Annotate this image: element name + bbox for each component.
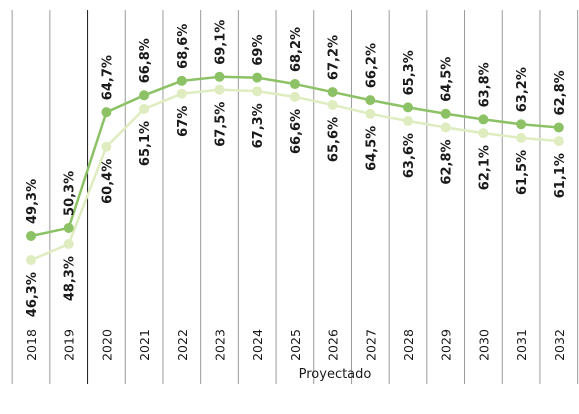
projected-label: Proyectado [299, 367, 372, 382]
data-point [403, 102, 413, 113]
data-label: 64,7% [100, 55, 115, 100]
data-label: 69,1% [214, 20, 229, 65]
data-point [139, 103, 150, 114]
data-label: 67% [176, 106, 191, 137]
data-point [252, 72, 263, 83]
data-point [289, 91, 300, 102]
x-tick-label: 2026 [326, 329, 341, 361]
data-label: 48,3% [63, 256, 78, 301]
data-label: 63,2% [515, 67, 530, 112]
data-point [252, 86, 263, 97]
data-label: 62,8% [553, 70, 568, 115]
data-label: 49,3% [25, 179, 40, 224]
x-tick-label: 2028 [401, 329, 416, 361]
data-point [365, 108, 376, 119]
data-label: 67,3% [251, 103, 266, 148]
data-point [327, 99, 338, 110]
data-point [553, 122, 564, 133]
data-label: 66,8% [138, 38, 153, 83]
data-point [440, 108, 451, 119]
data-point [214, 71, 225, 82]
x-tick-label: 2032 [552, 329, 567, 361]
data-point [63, 222, 74, 233]
x-tick-label: 2019 [62, 329, 77, 361]
x-tick-labels: 2018 2019 2020 2021 2022 2023 2024 2025 2026 2027… [24, 329, 567, 361]
data-label: 65,1% [138, 121, 153, 166]
data-label: 63,8% [477, 62, 492, 107]
data-label: 60,4% [100, 159, 115, 204]
data-label: 67,2% [327, 35, 342, 80]
data-label: 65,6% [327, 117, 342, 162]
x-tick-label: 2024 [250, 329, 265, 361]
data-point [101, 107, 112, 118]
data-label: 68,2% [289, 27, 304, 72]
data-point [139, 90, 150, 101]
data-label: 46,3% [25, 272, 40, 317]
data-label: 61,5% [515, 150, 530, 195]
data-point [440, 122, 451, 133]
data-label: 65,3% [402, 50, 417, 95]
data-point [214, 84, 225, 95]
data-label: 50,3% [63, 171, 78, 216]
data-point [176, 88, 187, 99]
data-label: 62,8% [440, 139, 455, 184]
data-point [26, 231, 36, 241]
x-tick-label: 2029 [439, 329, 454, 361]
data-label: 62,1% [477, 145, 492, 190]
x-tick-label: 2027 [363, 329, 378, 361]
x-tick-label: 2020 [99, 329, 114, 361]
x-tick-label: 2025 [288, 329, 303, 361]
data-label: 63,6% [402, 133, 417, 178]
data-labels: 49,3% 50,3% 64,7% 66,8% 68,6% 69,1% 69% 68,2% 67… [25, 20, 568, 318]
data-point [478, 128, 489, 139]
data-label: 68,6% [176, 24, 191, 69]
x-tick-label: 2022 [175, 329, 190, 361]
data-point [553, 136, 564, 147]
data-label: 66,6% [289, 109, 304, 154]
x-tick-label: 2030 [476, 329, 491, 361]
data-label: 64,5% [364, 126, 379, 171]
x-tick-label: 2021 [137, 329, 152, 361]
data-label: 66,2% [364, 43, 379, 88]
data-point [101, 141, 112, 152]
data-label: 64,5% [440, 57, 455, 102]
data-label: 67,5% [214, 102, 229, 147]
x-tick-label: 2023 [213, 329, 228, 361]
data-points [26, 71, 564, 266]
data-label: 61,1% [553, 153, 568, 198]
data-point [365, 95, 376, 106]
data-label: 69% [251, 34, 266, 65]
x-tick-label: 2018 [24, 329, 39, 361]
data-point [327, 87, 338, 98]
data-point [516, 119, 527, 130]
data-point [289, 79, 300, 90]
data-point [176, 75, 187, 86]
grid-lines [11, 10, 579, 384]
x-tick-label: 2031 [514, 329, 529, 361]
data-point [26, 255, 36, 266]
data-point [403, 116, 413, 127]
data-point [516, 132, 527, 143]
data-point [63, 239, 74, 250]
data-point [478, 114, 489, 125]
